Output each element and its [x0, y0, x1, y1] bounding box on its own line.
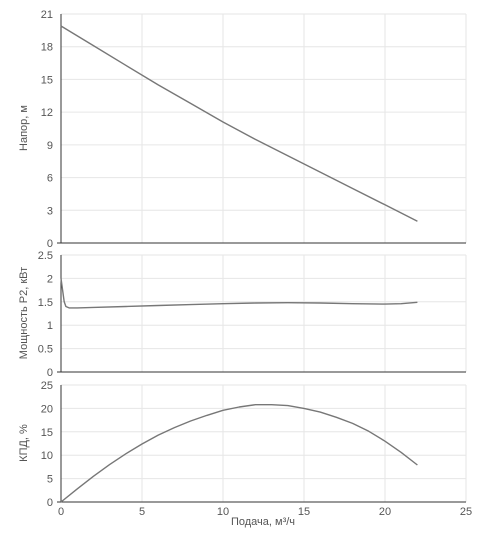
power-y-tick-label: 0.5 [38, 344, 53, 356]
head-y-tick-label: 6 [47, 173, 53, 185]
head-y-tick-label: 15 [41, 74, 53, 86]
x-tick-label: 10 [217, 506, 229, 518]
power-y-tick-label: 1 [47, 320, 53, 332]
efficiency-y-tick-label: 25 [41, 380, 53, 392]
head-y-axis-title: Напор, м [18, 105, 30, 151]
head-y-tick-label: 12 [41, 107, 53, 119]
efficiency-series-line [60, 404, 418, 503]
efficiency-chart: 0 5 10 15 20 25 0 5 10 15 20 25 КПД, % [18, 380, 472, 518]
efficiency-y-tick-label: 5 [47, 474, 53, 486]
head-series-line [60, 25, 418, 222]
efficiency-y-tick-label: 10 [41, 450, 53, 462]
head-y-tick-label: 3 [47, 205, 53, 217]
x-tick-label: 0 [58, 506, 64, 518]
head-y-tick-label: 18 [41, 42, 53, 54]
power-y-tick-label: 2.5 [38, 250, 53, 262]
head-chart: 0 3 6 9 12 15 18 21 Напор, м [18, 9, 467, 250]
efficiency-y-tick-label: 0 [47, 497, 53, 509]
efficiency-y-tick-label: 15 [41, 427, 53, 439]
power-chart: 0 0.5 1 1.5 2 2.5 Мощность P2, кВт [18, 250, 467, 379]
x-tick-label: 25 [460, 506, 472, 518]
power-series-line [60, 278, 418, 309]
head-y-tick-label: 21 [41, 9, 53, 21]
x-tick-label: 5 [139, 506, 145, 518]
power-y-axis-title: Мощность P2, кВт [18, 267, 30, 359]
efficiency-y-tick-label: 20 [41, 403, 53, 415]
x-axis-title: Подача, м³/ч [231, 516, 295, 528]
head-y-tick-label: 9 [47, 140, 53, 152]
power-y-tick-label: 0 [47, 367, 53, 379]
efficiency-y-axis-title: КПД, % [18, 424, 30, 462]
power-y-tick-label: 1.5 [38, 297, 53, 309]
head-y-tick-label: 0 [47, 238, 53, 250]
power-y-tick-label: 2 [47, 273, 53, 285]
x-tick-label: 20 [379, 506, 391, 518]
x-tick-label: 15 [298, 506, 310, 518]
